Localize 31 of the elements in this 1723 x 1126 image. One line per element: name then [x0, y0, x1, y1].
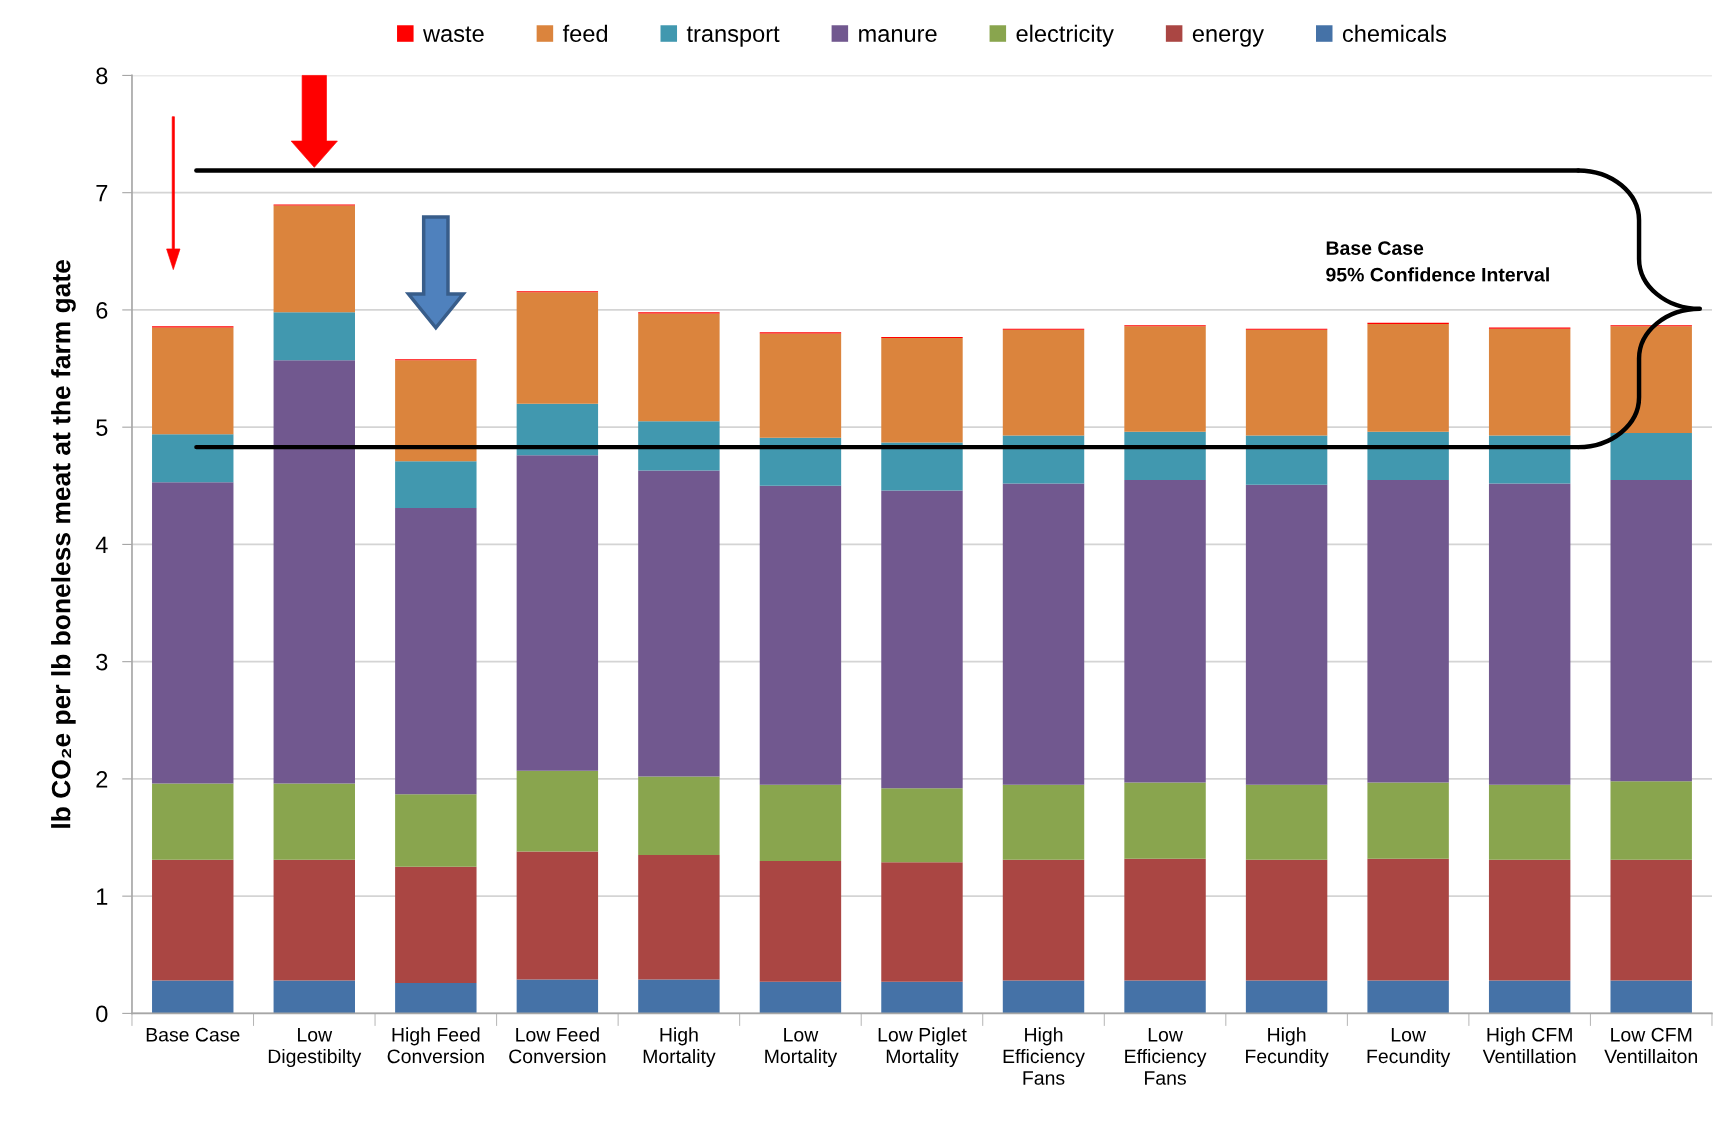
y-tick-label: 5: [96, 419, 108, 436]
y-tick-label: 3: [96, 653, 108, 671]
x-tick-label: Low CFM Ventillaiton: [1604, 1027, 1697, 1064]
legend-label: chemicals: [1342, 24, 1447, 43]
legend-label: manure: [859, 29, 937, 43]
x-tick-label: Low Piglet Mortality: [878, 1027, 967, 1068]
y-tick-label: 7: [96, 185, 108, 202]
y-tick-label: 4: [95, 536, 108, 553]
legend-label: energy: [1192, 29, 1264, 47]
legend-label: feed: [562, 24, 608, 43]
y-tick-label: 8: [96, 67, 108, 85]
y-tick-label: 6: [96, 302, 108, 319]
x-tick-label: Low Fecundity: [1367, 1028, 1451, 1068]
x-tick-label: High Fecundity: [1246, 1027, 1329, 1068]
legend-label: transport: [686, 26, 780, 47]
y-tick-label: 1: [97, 888, 108, 905]
x-tick-label: High CFM Ventillation: [1482, 1027, 1576, 1064]
y-axis-title: lb CO₂e per lb boneless meat at the farm gate: [51, 260, 76, 828]
annotation: Base Case 95% Confidence Interval: [1326, 241, 1549, 282]
x-tick-label: High Mortality: [643, 1027, 716, 1068]
x-tick-label: Base Case: [146, 1027, 240, 1042]
legend-label: electricity: [1016, 24, 1114, 47]
y-tick-label: 2: [96, 770, 108, 788]
legend-label: waste: [422, 26, 484, 43]
x-tick-label: Low Efficiency Fans: [1125, 1028, 1207, 1085]
y-tick-label: 0: [96, 1005, 108, 1023]
x-tick-label: Low Feed Conversion: [509, 1027, 606, 1064]
x-tick-label: Low Digestibilty: [268, 1028, 362, 1068]
x-tick-label: High Feed Conversion: [387, 1027, 484, 1064]
x-tick-label: High Efficiency Fans: [1003, 1027, 1085, 1085]
x-tick-label: Low Mortality: [765, 1028, 838, 1068]
